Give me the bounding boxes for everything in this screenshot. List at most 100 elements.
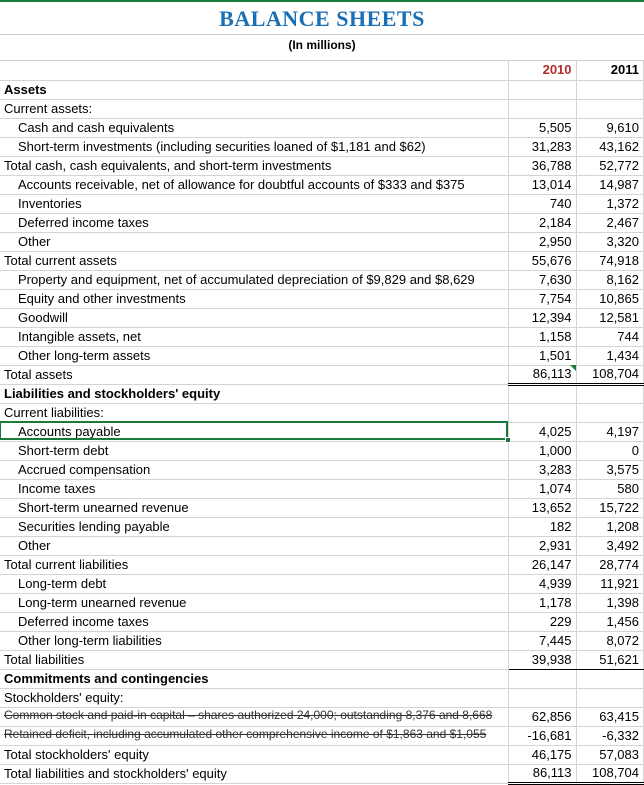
value-2010[interactable] (509, 99, 576, 118)
value-2011[interactable]: 51,621 (576, 650, 643, 669)
value-2010[interactable]: 39,938 (509, 650, 576, 669)
value-2011[interactable]: 580 (576, 479, 643, 498)
value-2011[interactable] (576, 80, 643, 99)
row-label[interactable]: Income taxes (0, 479, 509, 498)
value-2010[interactable] (509, 80, 576, 99)
value-2011[interactable]: 744 (576, 327, 643, 346)
value-2010[interactable]: 1,000 (509, 441, 576, 460)
row-label[interactable]: Cash and cash equivalents (0, 118, 509, 137)
value-2010[interactable]: -16,681 (509, 726, 576, 745)
value-2010[interactable]: 2,950 (509, 232, 576, 251)
value-2011[interactable]: 8,072 (576, 631, 643, 650)
row-label[interactable]: Commitments and contingencies (0, 669, 509, 688)
value-2010[interactable]: 26,147 (509, 555, 576, 574)
value-2010[interactable]: 31,283 (509, 137, 576, 156)
value-2010[interactable]: 86,113 (509, 764, 576, 783)
value-2011[interactable]: 3,320 (576, 232, 643, 251)
row-label[interactable]: Intangible assets, net (0, 327, 509, 346)
value-2010[interactable]: 7,754 (509, 289, 576, 308)
value-2011[interactable]: 8,162 (576, 270, 643, 289)
row-label[interactable]: Other (0, 232, 509, 251)
value-2011[interactable]: 74,918 (576, 251, 643, 270)
row-label[interactable]: Total liabilities and stockholders' equi… (0, 764, 509, 783)
value-2011[interactable]: 63,415 (576, 707, 643, 726)
value-2010[interactable] (509, 688, 576, 707)
value-2010[interactable]: 229 (509, 612, 576, 631)
value-2011[interactable]: 2,467 (576, 213, 643, 232)
value-2010[interactable] (509, 669, 576, 688)
value-2011[interactable]: 108,704 (576, 365, 643, 384)
value-2010[interactable]: 1,158 (509, 327, 576, 346)
value-2011[interactable]: 1,456 (576, 612, 643, 631)
value-2011[interactable]: 12,581 (576, 308, 643, 327)
value-2011[interactable]: 1,398 (576, 593, 643, 612)
value-2010[interactable] (509, 384, 576, 403)
value-2011[interactable]: 15,722 (576, 498, 643, 517)
value-2010[interactable]: 182 (509, 517, 576, 536)
value-2010[interactable]: 55,676 (509, 251, 576, 270)
value-2011[interactable]: 4,197 (576, 422, 643, 441)
value-2010[interactable]: 13,014 (509, 175, 576, 194)
value-2011[interactable]: 11,921 (576, 574, 643, 593)
value-2011[interactable]: 3,492 (576, 536, 643, 555)
row-label[interactable]: Accounts payable (0, 422, 509, 441)
value-2010[interactable]: 3,283 (509, 460, 576, 479)
row-label[interactable]: Total stockholders' equity (0, 745, 509, 764)
row-label[interactable]: Stockholders' equity: (0, 688, 509, 707)
row-label[interactable]: Current liabilities: (0, 403, 509, 422)
row-label[interactable]: Total liabilities (0, 650, 509, 669)
row-label[interactable]: Short-term unearned revenue (0, 498, 509, 517)
row-label[interactable]: Total current assets (0, 251, 509, 270)
row-label[interactable]: Accounts receivable, net of allowance fo… (0, 175, 509, 194)
value-2011[interactable] (576, 688, 643, 707)
value-2010[interactable]: 1,501 (509, 346, 576, 365)
row-label[interactable]: Short-term investments (including securi… (0, 137, 509, 156)
row-label[interactable]: Equity and other investments (0, 289, 509, 308)
row-label[interactable]: Securities lending payable (0, 517, 509, 536)
value-2011[interactable]: 9,610 (576, 118, 643, 137)
value-2010[interactable]: 7,445 (509, 631, 576, 650)
col-header-2011[interactable]: 2011 (576, 61, 643, 80)
value-2010[interactable]: 46,175 (509, 745, 576, 764)
value-2011[interactable]: 57,083 (576, 745, 643, 764)
row-label[interactable]: Deferred income taxes (0, 612, 509, 631)
row-label[interactable]: Liabilities and stockholders' equity (0, 384, 509, 403)
value-2011[interactable]: 28,774 (576, 555, 643, 574)
value-2011[interactable]: 14,987 (576, 175, 643, 194)
selection-handle[interactable] (505, 437, 511, 443)
row-label[interactable]: Other long-term assets (0, 346, 509, 365)
row-label[interactable]: Accrued compensation (0, 460, 509, 479)
value-2011[interactable] (576, 403, 643, 422)
value-2011[interactable]: 1,434 (576, 346, 643, 365)
value-2010[interactable]: 1,178 (509, 593, 576, 612)
value-2010[interactable]: 5,505 (509, 118, 576, 137)
value-2011[interactable]: 1,208 (576, 517, 643, 536)
row-label[interactable]: Retained deficit, including accumulated … (0, 726, 509, 745)
value-2011[interactable]: 52,772 (576, 156, 643, 175)
value-2011[interactable]: 1,372 (576, 194, 643, 213)
value-2010[interactable]: 62,856 (509, 707, 576, 726)
value-2010[interactable]: 12,394 (509, 308, 576, 327)
col-header-2010[interactable]: 2010 (509, 61, 576, 80)
value-2010[interactable]: 36,788 (509, 156, 576, 175)
value-2010[interactable]: 2,184 (509, 213, 576, 232)
row-label[interactable]: Long-term debt (0, 574, 509, 593)
row-label[interactable]: Current assets: (0, 99, 509, 118)
row-label[interactable]: Goodwill (0, 308, 509, 327)
value-2011[interactable]: 43,162 (576, 137, 643, 156)
row-label[interactable]: Long-term unearned revenue (0, 593, 509, 612)
value-2010[interactable]: 740 (509, 194, 576, 213)
value-2010[interactable]: 7,630 (509, 270, 576, 289)
row-label[interactable]: Inventories (0, 194, 509, 213)
value-2011[interactable]: 108,704 (576, 764, 643, 783)
row-label[interactable]: Property and equipment, net of accumulat… (0, 270, 509, 289)
blank-cell[interactable] (0, 61, 509, 80)
value-2010[interactable] (509, 403, 576, 422)
row-label[interactable]: Common stock and paid-in capital – share… (0, 707, 509, 726)
value-2010[interactable]: 1,074 (509, 479, 576, 498)
value-2011[interactable] (576, 669, 643, 688)
row-label[interactable]: Deferred income taxes (0, 213, 509, 232)
row-label[interactable]: Total current liabilities (0, 555, 509, 574)
row-label[interactable]: Other (0, 536, 509, 555)
value-2011[interactable]: 0 (576, 441, 643, 460)
